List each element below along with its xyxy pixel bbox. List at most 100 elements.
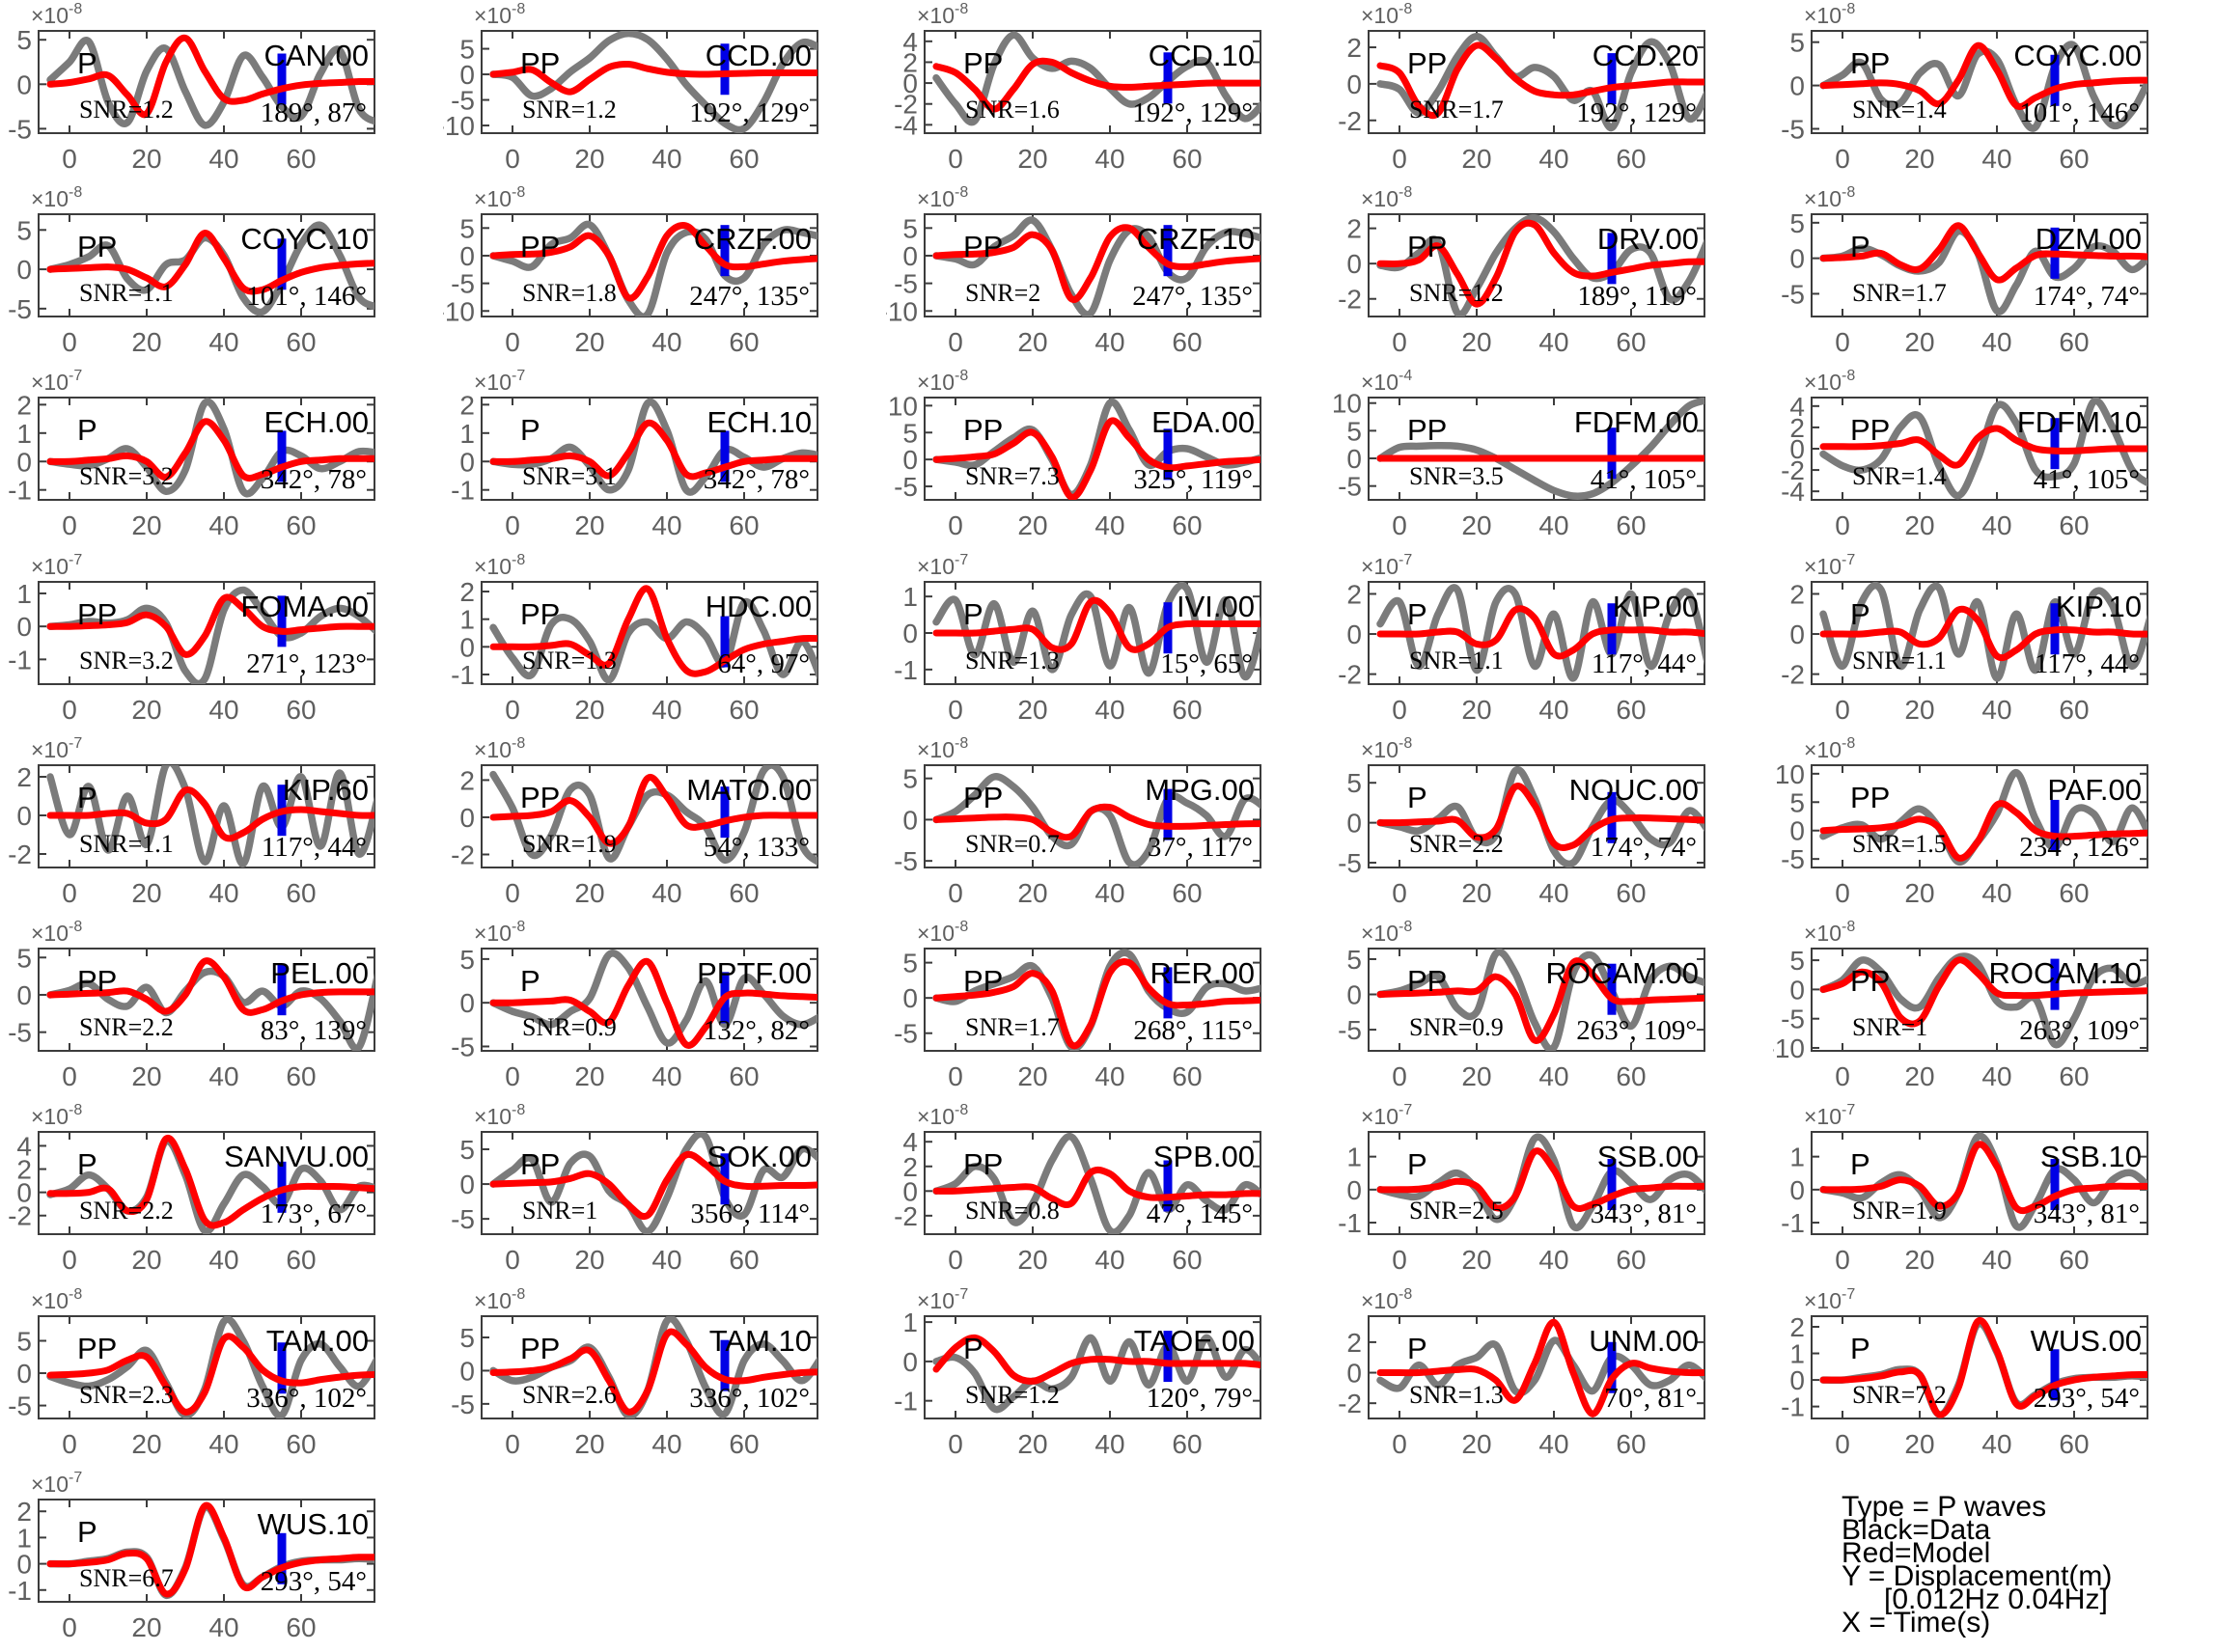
x-tick-label: 60 bbox=[1616, 144, 1646, 174]
snr-label: SNR=1.3 bbox=[1409, 1381, 1504, 1409]
subplot-canvas-RER.00: 0 20 40 60 5 0 -5 ×10-8 PP RER.00 SNR=1.7 268°, 115… bbox=[894, 919, 1262, 1091]
snr-label: SNR=6.7 bbox=[79, 1564, 174, 1592]
x-tick-label: 0 bbox=[505, 327, 520, 357]
y-axis-exponent: ×10-8 bbox=[917, 1102, 968, 1129]
y-tick-label: 1 bbox=[1346, 1143, 1362, 1172]
pick-time-marker bbox=[2050, 799, 2060, 851]
snr-label: SNR=2.3 bbox=[79, 1381, 174, 1409]
model-waveform bbox=[1376, 1318, 1704, 1418]
model-waveform bbox=[489, 957, 818, 1049]
azimuth-distance-label: 174°, 74° bbox=[2034, 281, 2140, 312]
snr-label: SNR=1.1 bbox=[1852, 647, 1947, 675]
model-waveform bbox=[489, 420, 818, 481]
snr-label: SNR=7.2 bbox=[1852, 1381, 1947, 1409]
pick-time-marker bbox=[1163, 788, 1173, 840]
model-waveform bbox=[489, 774, 818, 847]
azimuth-distance-label: 117°, 44° bbox=[2035, 648, 2140, 679]
pick-time-marker bbox=[1607, 53, 1617, 105]
y-tick-label: 5 bbox=[1789, 946, 1805, 976]
x-tick-label: 60 bbox=[1173, 327, 1203, 357]
y-tick-label: 5 bbox=[16, 216, 32, 246]
azimuth-distance-label: 343°, 81° bbox=[2034, 1198, 2140, 1229]
x-tick-label: 40 bbox=[652, 1245, 682, 1275]
y-tick-label: 0 bbox=[1789, 1365, 1805, 1395]
model-waveform bbox=[46, 957, 374, 1016]
x-tick-label: 60 bbox=[286, 1429, 316, 1459]
y-axis-exponent: ×10-7 bbox=[31, 368, 82, 395]
snr-label: SNR=2.2 bbox=[1409, 830, 1504, 858]
phase-label: PP bbox=[963, 781, 1003, 814]
x-tick-label: 60 bbox=[730, 327, 760, 357]
axes-box bbox=[1367, 397, 1705, 502]
subplot-SSB.10: 0 20 40 60 1 0 -1 ×10-7 P SSB.10 SNR=1.9 343°, 81° bbox=[1773, 1101, 2216, 1290]
pick-time-marker bbox=[720, 43, 730, 96]
phase-label: PP bbox=[520, 597, 560, 631]
x-tick-label: 20 bbox=[575, 878, 605, 908]
phase-label: P bbox=[1850, 1147, 1870, 1181]
subplot-KIP.60: 0 20 40 60 2 0 -2 ×10-7 P KIP.60 SNR=1.1 117°, 44° bbox=[0, 734, 444, 923]
subplot-NOUC.00: 0 20 40 60 5 0 -5 ×10-8 P NOUC.00 SNR=2.2 174°, 74° bbox=[1330, 734, 1774, 923]
subplot-canvas-CRZF.00: 020406050-5-10×10-8PPCRZF.00SNR=1.8247°,… bbox=[436, 184, 819, 357]
figure-legend: Type = P waves Black=Data Red=Model Y = … bbox=[1842, 1493, 2112, 1638]
model-waveform bbox=[1819, 800, 2147, 862]
model-waveform bbox=[1376, 604, 1704, 660]
x-tick-label: 0 bbox=[949, 878, 964, 908]
subplot-EDA.00: 0 20 40 60 10 5 0 -5 ×10-8 PP EDA.00 SNR=7.3 325°, 1… bbox=[886, 367, 1330, 556]
model-waveform bbox=[1819, 1141, 2147, 1215]
x-tick-label: 60 bbox=[1173, 1061, 1203, 1091]
snr-label: SNR=0.9 bbox=[522, 1013, 617, 1041]
station-label: IVI.00 bbox=[1177, 590, 1255, 623]
subplot-DRV.00: 0 20 40 60 2 0 -2 ×10-8 PP DRV.00 SNR=1.2 189°, 119… bbox=[1330, 183, 1774, 372]
phase-label: P bbox=[963, 1332, 983, 1365]
y-tick-label: 0 bbox=[903, 69, 919, 98]
y-tick-label: 10 bbox=[1331, 389, 1361, 419]
station-label: COYC.10 bbox=[240, 222, 369, 256]
snr-label: SNR=2.6 bbox=[522, 1381, 617, 1409]
azimuth-distance-label: 101°, 146° bbox=[2019, 97, 2140, 128]
phase-label: PP bbox=[1407, 46, 1447, 80]
y-tick-label: 0 bbox=[1789, 434, 1805, 464]
model-waveform bbox=[46, 418, 374, 482]
y-tick-label: 0 bbox=[903, 619, 919, 648]
x-tick-label: 40 bbox=[1981, 510, 2011, 540]
station-label: HDC.00 bbox=[706, 590, 812, 623]
y-axis-exponent: ×10-8 bbox=[1361, 1, 1412, 28]
data-waveform bbox=[932, 1133, 1261, 1235]
subplot-canvas-MPG.00: 0 20 40 60 5 0 -5 ×10-8 PP MPG.00 SNR=0.7 37°, 117° bbox=[894, 735, 1262, 908]
subplot-RER.00: 0 20 40 60 5 0 -5 ×10-8 PP RER.00 SNR=1.7 268°, 115… bbox=[886, 918, 1330, 1107]
x-tick-label: 0 bbox=[1835, 510, 1850, 540]
x-tick-label: 60 bbox=[286, 695, 316, 725]
snr-label: SNR=1.3 bbox=[522, 647, 617, 675]
axes-box bbox=[924, 213, 1262, 318]
y-tick-label: 0 bbox=[460, 988, 476, 1018]
x-tick-label: 0 bbox=[1392, 1245, 1407, 1275]
x-tick-label: 60 bbox=[1173, 878, 1203, 908]
y-tick-label: 0 bbox=[460, 448, 476, 478]
pick-time-marker bbox=[720, 1339, 730, 1391]
legend-line-model: Red=Model bbox=[1842, 1537, 1991, 1569]
subplot-canvas-DZM.00: 0 20 40 60 5 0 -5 ×10-8 P DZM.00 SNR=1.7 174°, 74° bbox=[1781, 184, 2148, 357]
x-tick-label: 60 bbox=[1173, 1245, 1203, 1275]
y-tick-label: 0 bbox=[903, 1346, 919, 1376]
x-tick-label: 0 bbox=[62, 327, 77, 357]
y-tick-label: 5 bbox=[16, 25, 32, 55]
x-tick-label: 0 bbox=[62, 1612, 77, 1642]
data-waveform bbox=[46, 967, 374, 1052]
x-tick-label: 20 bbox=[1461, 1061, 1491, 1091]
y-tick-label: 1 bbox=[903, 1308, 919, 1337]
x-tick-label: 40 bbox=[1538, 1429, 1568, 1459]
y-axis-exponent: ×10-8 bbox=[31, 919, 82, 946]
y-tick-label: 5 bbox=[16, 1326, 32, 1356]
x-tick-label: 20 bbox=[1018, 695, 1048, 725]
data-waveform bbox=[46, 36, 374, 129]
x-tick-label: 0 bbox=[1392, 144, 1407, 174]
x-tick-label: 20 bbox=[575, 1061, 605, 1091]
data-waveform bbox=[932, 31, 1261, 126]
y-axis-exponent: ×10-7 bbox=[31, 1470, 82, 1497]
station-label: COYC.00 bbox=[2013, 39, 2142, 72]
x-tick-label: 0 bbox=[62, 878, 77, 908]
azimuth-distance-label: 64°, 97° bbox=[717, 648, 810, 679]
y-tick-label: 0 bbox=[1346, 980, 1362, 1010]
phase-label: P bbox=[963, 597, 983, 631]
